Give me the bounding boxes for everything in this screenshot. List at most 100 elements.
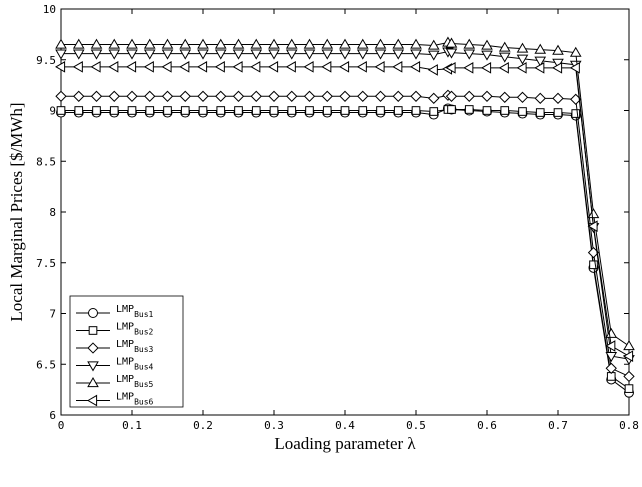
legend: LMPBus1 LMPBus2 LMPBus3 LMPBus4 LMPBus5 LMPBu… <box>69 295 184 408</box>
data-point <box>268 38 280 49</box>
data-point <box>74 106 84 115</box>
legend-marker <box>87 377 99 388</box>
data-point <box>516 42 529 53</box>
x-tick-label: 0.3 <box>264 419 284 432</box>
data-point <box>623 340 635 351</box>
data-point <box>463 49 476 60</box>
legend-label: LMPBus3 <box>116 339 154 354</box>
data-point <box>90 49 103 60</box>
data-point <box>534 43 547 54</box>
data-point <box>445 48 458 59</box>
data-point <box>90 90 103 102</box>
legend-item: LMPBus2 <box>76 322 154 337</box>
data-point <box>126 38 138 49</box>
data-point <box>587 220 598 233</box>
data-point <box>321 90 333 102</box>
data-point <box>447 105 456 114</box>
data-point <box>180 106 190 115</box>
data-point <box>623 370 635 383</box>
data-point <box>427 64 438 76</box>
data-point <box>374 38 387 49</box>
data-point <box>126 61 137 73</box>
data-point <box>55 49 67 60</box>
data-point <box>234 106 243 115</box>
data-point <box>108 90 120 102</box>
data-point <box>623 350 634 362</box>
data-point <box>321 38 334 49</box>
data-point <box>481 50 493 61</box>
data-point <box>410 38 422 49</box>
data-point <box>445 37 458 48</box>
data-point <box>516 62 527 74</box>
data-point <box>321 49 334 60</box>
data-point <box>56 106 66 115</box>
data-point <box>285 38 298 49</box>
series-line <box>61 41 630 347</box>
data-point <box>145 106 155 115</box>
data-point <box>321 61 332 73</box>
data-point <box>374 90 387 102</box>
data-point <box>72 61 83 73</box>
data-point <box>250 90 262 102</box>
data-point <box>143 38 156 49</box>
data-point <box>463 62 474 74</box>
data-point <box>587 208 600 219</box>
data-point <box>605 362 617 374</box>
series-line <box>61 51 630 360</box>
data-point <box>197 38 209 49</box>
data-point <box>463 90 475 102</box>
data-point <box>303 38 316 49</box>
legend-item: LMPBus1 <box>76 304 154 319</box>
legend-label: LMPBus4 <box>116 357 154 372</box>
y-tick-label: 9.5 <box>36 54 56 67</box>
data-point <box>552 62 563 74</box>
data-point <box>410 90 422 102</box>
data-point <box>268 90 280 102</box>
data-point <box>303 61 314 73</box>
data-point <box>569 62 580 74</box>
series-bus2 <box>56 105 634 393</box>
data-point <box>72 49 85 60</box>
series-line <box>61 108 630 390</box>
data-point <box>250 49 263 60</box>
legend-marker <box>87 361 99 372</box>
data-point <box>392 38 405 49</box>
data-point <box>161 38 174 49</box>
axis-ticks: 0 0.1 0.2 0.3 0.4 0.5 0.6 0.7 0.8 6 6.5 7 7.5 8 8.5 9 9.… <box>36 3 639 432</box>
data-point <box>179 49 192 60</box>
data-point <box>303 90 316 102</box>
y-tick-label: 6 <box>49 409 56 422</box>
data-point <box>498 62 509 74</box>
x-tick-label: 0.2 <box>193 419 213 432</box>
series-layer <box>55 36 635 398</box>
data-point <box>126 90 138 102</box>
data-point <box>428 92 440 104</box>
data-point <box>481 62 492 74</box>
data-point <box>392 49 405 60</box>
legend-item: LMPBus5 <box>76 374 154 389</box>
data-point <box>179 38 192 49</box>
data-point <box>285 61 296 73</box>
series-bus5 <box>55 36 635 351</box>
data-point <box>197 90 209 102</box>
data-point <box>535 108 545 117</box>
data-point <box>339 49 351 60</box>
data-point <box>163 106 172 115</box>
data-point <box>356 61 367 73</box>
series-bus4 <box>55 47 635 366</box>
data-point <box>605 340 616 352</box>
data-point <box>55 61 66 73</box>
data-point <box>358 106 368 115</box>
data-point <box>464 105 474 114</box>
x-tick-label: 0 <box>58 419 65 432</box>
data-point <box>305 106 314 115</box>
data-point <box>232 38 245 49</box>
data-point <box>481 90 493 102</box>
data-point <box>356 38 369 49</box>
data-point <box>534 62 545 74</box>
data-point <box>376 106 385 115</box>
data-point <box>374 61 385 73</box>
legend-item: LMPBus4 <box>76 357 154 372</box>
data-point <box>516 91 529 103</box>
data-point <box>126 49 138 60</box>
